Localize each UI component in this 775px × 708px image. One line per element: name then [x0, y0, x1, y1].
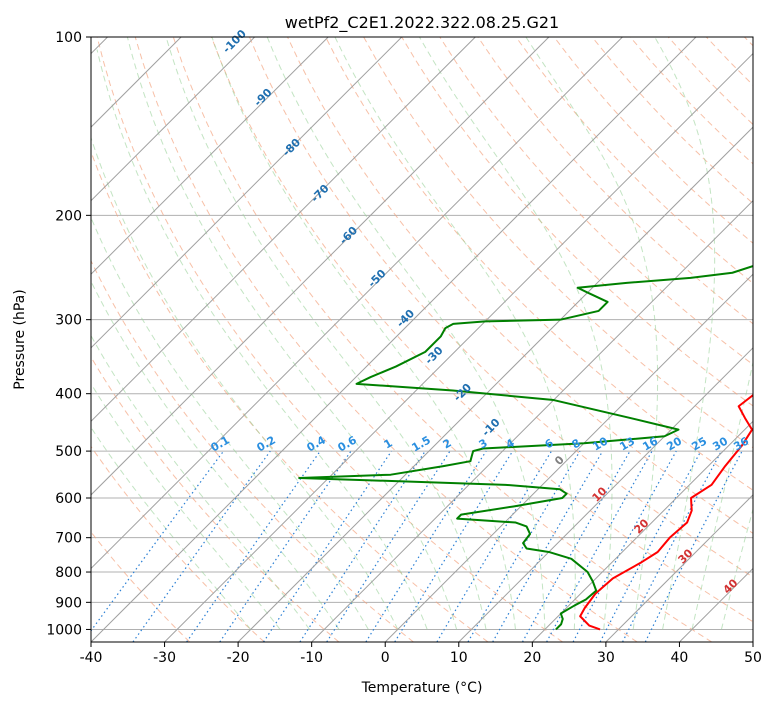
- x-axis: -40 -30 -20 -10 0 10 20 30 40 50: [80, 642, 762, 666]
- moist-adiabat: [91, 216, 369, 630]
- mixing-ratio-line: [326, 450, 451, 642]
- moist-adiabat: [91, 382, 281, 630]
- mixing-ratio-line: [219, 450, 352, 642]
- y-tick-label: 700: [55, 531, 82, 547]
- moist-adiabat: [654, 37, 716, 630]
- dry-adiabat: [210, 37, 753, 623]
- plot-frame: [90, 36, 754, 643]
- mixing-ratio-lines: [91, 450, 743, 642]
- isotherms: [91, 37, 753, 642]
- isotherm-line: [91, 37, 697, 642]
- isotherm-line: [605, 494, 753, 642]
- x-tick-label: 30: [597, 650, 615, 666]
- moist-adiabat: [525, 37, 659, 630]
- isotherm-line: [91, 37, 550, 496]
- isotherm-line: [91, 37, 329, 275]
- dry-adiabat: [91, 445, 265, 642]
- moist-adiabat: [91, 136, 399, 630]
- x-axis-title: Temperature (°C): [361, 680, 483, 696]
- moist-adiabat: [266, 37, 546, 630]
- dry-adiabat: [248, 37, 753, 578]
- isotherm-line: [237, 126, 753, 642]
- isotherm-line: [384, 273, 753, 642]
- moist-adiabat: [419, 37, 613, 630]
- mixing-ratio-line: [186, 450, 321, 642]
- moist-adiabat: [91, 280, 340, 630]
- dry-adiabat: [515, 37, 753, 284]
- x-tick-label: -30: [153, 650, 176, 666]
- dry-adiabat: [172, 37, 713, 642]
- mixing-ratio-line: [599, 450, 702, 642]
- x-tick-label: 10: [450, 650, 468, 666]
- y-tick-label: 500: [55, 444, 82, 460]
- isotherm-line: [752, 641, 753, 642]
- mixing-ratio-line: [572, 450, 677, 642]
- x-tick-label: -20: [227, 650, 250, 666]
- series-layer: [298, 264, 753, 631]
- isotherm-line: [531, 420, 753, 642]
- moist-adiabat: [334, 37, 576, 630]
- dry-adiabat: [91, 259, 414, 642]
- isotherm-line: [91, 37, 476, 423]
- moist-adiabat: [211, 37, 516, 630]
- x-tick-label: 0: [381, 650, 390, 666]
- mixing-ratio-line: [467, 450, 581, 642]
- chart-title: wetPf2_C2E1.2022.322.08.25.G21: [285, 13, 559, 33]
- temperature-profile-line: [579, 393, 753, 631]
- pressure-grid: [91, 37, 753, 630]
- x-tick-label: -40: [80, 650, 103, 666]
- y-tick-label: 300: [55, 313, 82, 329]
- x-tick-label: 50: [744, 650, 762, 666]
- y-tick-label: 600: [55, 491, 82, 507]
- mixing-ratio-line: [263, 450, 393, 642]
- plot-background: [91, 37, 753, 642]
- isotherm-line: [91, 37, 403, 349]
- x-tick-label: 20: [523, 650, 541, 666]
- y-tick-label: 1000: [46, 622, 82, 638]
- y-tick-label: 800: [55, 565, 82, 581]
- y-tick-label: 100: [55, 30, 82, 46]
- isotherm-line: [164, 52, 753, 642]
- moist-adiabat: [691, 360, 753, 630]
- moist-adiabat: [96, 49, 428, 630]
- dry-adiabat: [287, 37, 753, 534]
- y-axis: 100 200 300 400 500 600 700 800 900 1000: [46, 30, 91, 638]
- moist-adiabat: [91, 334, 310, 630]
- mixing-ratio-line: [365, 450, 487, 642]
- mixing-ratio-line: [299, 450, 426, 642]
- y-axis-title: Pressure (hPa): [12, 289, 28, 389]
- dry-adiabat: [325, 37, 753, 491]
- isotherm-line: [91, 37, 623, 570]
- dewpoint-profile-line: [298, 264, 753, 631]
- x-tick-label: -10: [300, 650, 323, 666]
- isotherm-line: [91, 37, 256, 202]
- plot-area: [91, 37, 753, 642]
- moist-adiabat: [165, 37, 487, 630]
- y-tick-label: 400: [55, 387, 82, 403]
- moist-adiabat: [720, 507, 753, 630]
- isotherm-line: [458, 347, 753, 642]
- dry-adiabat: [96, 37, 563, 642]
- x-tick-label: 40: [671, 650, 689, 666]
- isotherm-line: [311, 199, 753, 642]
- y-tick-label: 200: [55, 208, 82, 224]
- mixing-ratio-line: [132, 450, 271, 642]
- mixing-ratio-line: [436, 450, 553, 642]
- y-tick-label: 900: [55, 595, 82, 611]
